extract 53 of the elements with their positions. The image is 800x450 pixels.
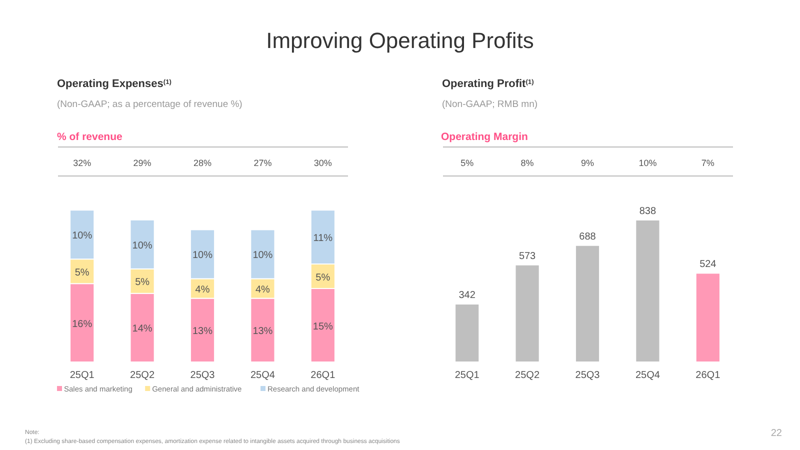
data-label: 5% <box>74 267 90 278</box>
text: Improving Operating Profits <box>266 28 534 53</box>
bar <box>454 304 480 362</box>
text: 9% <box>580 158 594 168</box>
data-label: 4% <box>255 284 270 296</box>
data-label: 4% <box>195 284 210 296</box>
bar <box>514 264 540 362</box>
x-tick-label: 25Q4 <box>250 370 276 381</box>
text: Operating Margin <box>441 131 528 143</box>
data-label: 13% <box>252 326 273 338</box>
chart-title: Operating Profit$^{(1)}$ <box>442 78 534 90</box>
text: 28% <box>193 158 212 168</box>
data-label: 15% <box>312 321 334 332</box>
data-label: 5% <box>135 277 150 288</box>
data-label: 13% <box>192 326 213 338</box>
chart-subtitle: (Non-GAAP; RMB mn) <box>442 99 538 110</box>
data-label: 573 <box>518 250 536 262</box>
bar <box>695 272 720 362</box>
data-label: 10% <box>192 250 213 262</box>
bar <box>635 219 660 362</box>
text: 29% <box>133 158 152 168</box>
x-tick-label: 25Q4 <box>635 370 660 381</box>
x-tick-label: 26Q1 <box>696 370 721 381</box>
data-label: 16% <box>72 318 92 330</box>
text: 10% <box>638 158 657 168</box>
text: 5% <box>460 158 474 168</box>
text: 7% <box>701 158 714 168</box>
data-label: 14% <box>132 324 152 335</box>
chart-subtitle: (Non-GAAP; as a percentage of revenue %) <box>57 99 242 110</box>
data-label: 688 <box>579 231 596 242</box>
text: 27% <box>254 158 272 168</box>
data-label: 524 <box>700 259 717 270</box>
x-tick-label: 25Q3 <box>575 370 600 381</box>
text: 22 <box>770 428 782 439</box>
x-tick-label: 26Q1 <box>310 370 336 381</box>
x-tick-label: 25Q1 <box>454 370 480 381</box>
text: 32% <box>73 158 92 168</box>
bar <box>574 244 600 362</box>
text: 30% <box>314 158 332 168</box>
x-tick-label: 25Q3 <box>190 370 216 381</box>
data-label: 10% <box>252 250 273 262</box>
data-label: 10% <box>132 240 152 252</box>
x-tick-label: 25Q2 <box>515 370 540 381</box>
x-tick-label: 25Q2 <box>130 370 155 381</box>
x-tick-label: 25Q1 <box>70 370 95 381</box>
text: % of revenue <box>57 131 123 143</box>
data-label: 10% <box>72 230 92 242</box>
data-label: 342 <box>458 290 476 302</box>
data-label: 838 <box>639 206 656 217</box>
data-label: 11% <box>313 233 333 244</box>
data-label: 5% <box>316 272 330 284</box>
text: 8% <box>520 158 534 168</box>
chart-title: Operating Expenses$^{(1)}$ <box>57 78 172 90</box>
